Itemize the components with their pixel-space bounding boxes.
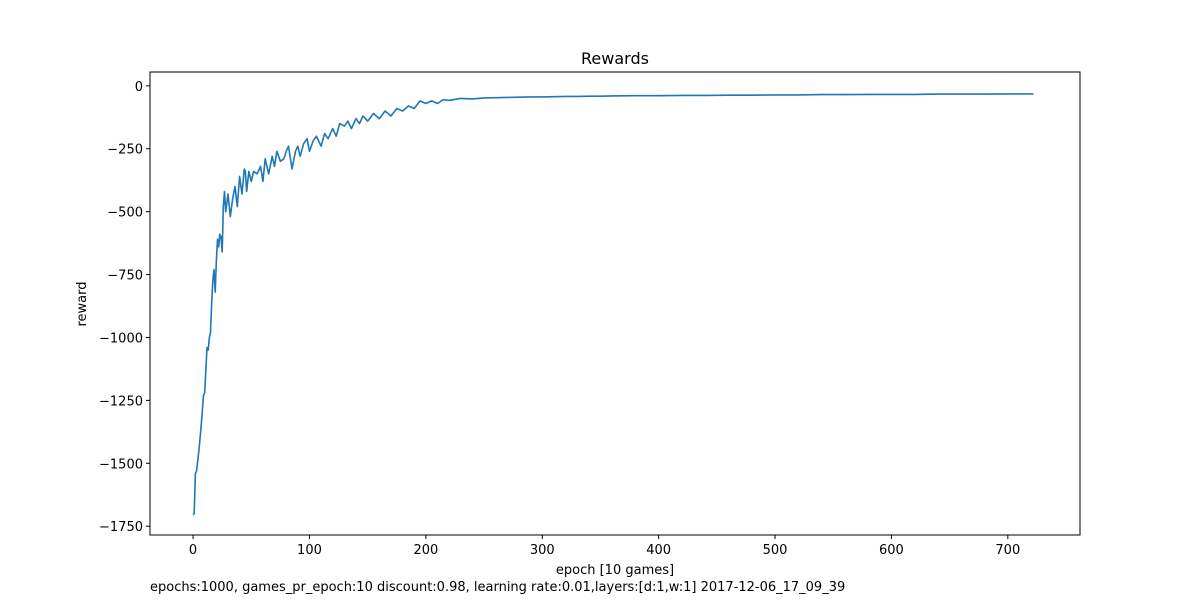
series-line-0 [192, 93, 1034, 516]
plot-area [149, 71, 1081, 536]
chart-title: Rewards [581, 49, 649, 68]
x-tick-label: 300 [530, 543, 555, 558]
y-tick-label: −1250 [99, 394, 143, 409]
x-tick-label: 600 [879, 543, 904, 558]
x-axis: 0 100 200 300 400 500 600 700 [189, 535, 1020, 558]
y-axis-label: reward [75, 281, 90, 326]
y-tick-label: −750 [107, 269, 143, 284]
x-tick-label: 0 [189, 543, 197, 558]
y-axis: 0 −250 −500 −750 −1000 −1250 −1500 −1750 [99, 80, 150, 535]
x-axis-label: epoch [10 games] [556, 563, 674, 578]
y-tick-label: −1000 [99, 331, 143, 346]
y-tick-label: −1500 [99, 457, 143, 472]
y-tick-label: 0 [135, 80, 143, 95]
x-tick-label: 700 [995, 543, 1020, 558]
x-tick-label: 100 [297, 543, 322, 558]
y-tick-label: −1750 [99, 520, 143, 535]
x-tick-label: 400 [646, 543, 671, 558]
run-parameters-footnote: epochs:1000, games_pr_epoch:10 discount:… [150, 580, 846, 595]
y-tick-label: −250 [107, 143, 143, 158]
y-tick-label: −500 [107, 206, 143, 221]
x-tick-label: 200 [413, 543, 438, 558]
plot-frame [149, 71, 1081, 536]
x-tick-label: 500 [763, 543, 788, 558]
